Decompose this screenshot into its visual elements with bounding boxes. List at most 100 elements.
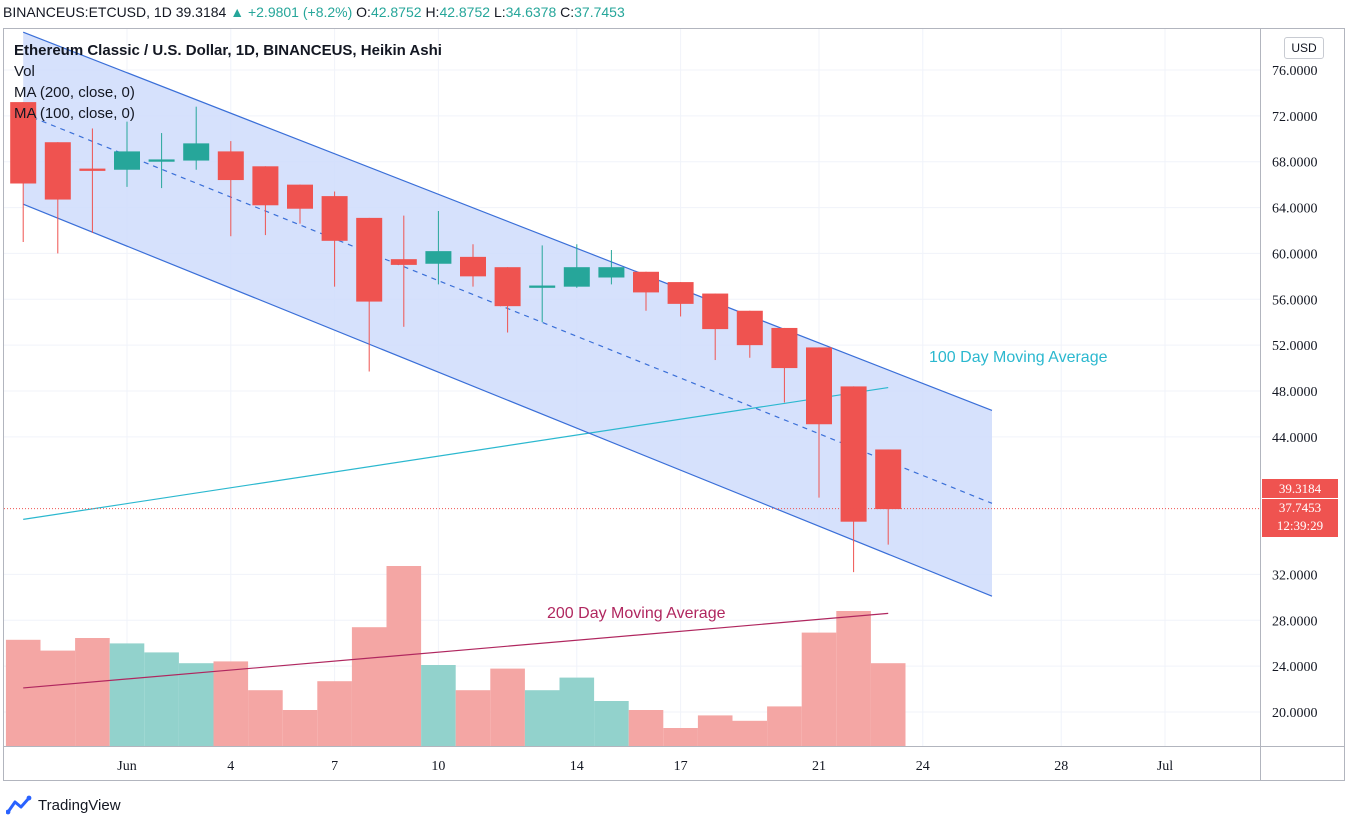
candle [287,184,313,224]
volume-bar [870,663,906,746]
volume-bar [697,715,733,746]
price-tick-label: 20.0000 [1272,706,1318,721]
interval-label[interactable]: 1D [153,4,172,20]
candle [460,244,486,287]
candle [390,215,417,327]
close-label: C: [560,4,575,20]
price-axis-labels: 76.0000 72.0000 68.0000 64.0000 60.0000 56.00… [1272,64,1318,721]
candle [840,386,867,573]
tradingview-logo-icon [6,795,32,815]
candle [806,347,832,498]
time-axis-labels: Jun 4 7 10 14 17 21 24 28 Jul [117,759,1173,774]
price-tick-label: 64.0000 [1272,202,1318,217]
candle [875,449,902,545]
volume-bar [594,701,629,746]
time-tick-label: 7 [331,759,338,774]
price-change: +2.9801 (+8.2%) [247,4,353,20]
candle [425,211,452,285]
candle [771,327,798,403]
candle [633,271,659,311]
close-price-tag: 37.7453 12:39:29 [1262,499,1338,537]
bar-countdown: 12:39:29 [1276,518,1324,533]
time-tick-label: 10 [431,759,445,774]
volume-bar [559,677,595,746]
volume-bar [767,706,802,746]
time-tick-label: 17 [674,759,688,774]
candle [217,141,244,237]
candle-body [771,327,798,369]
volume-bar [248,690,283,746]
close-price-value: 37.7453 [1278,500,1322,515]
candle [702,293,729,361]
price-tick-label: 32.0000 [1272,568,1318,583]
low-value: 34.6378 [505,4,557,20]
candle-body [321,196,348,241]
time-tick-label: 28 [1054,759,1068,774]
volume-bar [5,639,41,746]
legend-ma100[interactable]: MA (100, close, 0) [14,105,135,122]
candle [529,245,556,323]
tradingview-brand[interactable]: TradingView [6,793,121,817]
volume-bar [663,728,698,746]
candle [148,133,175,189]
candle [114,121,140,187]
volume-bar [178,663,214,746]
time-tick-label: Jun [117,759,136,774]
candle [667,282,694,317]
candle-body [356,217,383,302]
candle-body [390,259,417,265]
open-value: 42.8752 [370,4,422,20]
ma200-annotation: 200 Day Moving Average [547,605,726,622]
candle [79,128,106,233]
price-tick-label: 28.0000 [1272,614,1318,629]
volume-bar [421,665,456,746]
candle-body [840,386,867,522]
candle-body [494,267,521,307]
legend-title[interactable]: Ethereum Classic / U.S. Dollar, 1D, BINA… [14,42,442,59]
channel-lower-line [22,203,993,597]
volume-bar [282,710,318,746]
candle [321,191,348,287]
price-tick-label: 76.0000 [1272,64,1318,79]
volume-bars [5,566,906,746]
price-tick-label: 68.0000 [1272,156,1318,171]
candle-body [633,271,659,293]
candle [44,142,71,254]
price-tick-label: 60.0000 [1272,247,1318,262]
pane-border [3,28,1345,781]
time-tick-label: Jul [1157,759,1173,774]
volume-bar [213,661,249,746]
candle [494,267,521,333]
time-tick-label: 14 [570,759,584,774]
time-tick-label: 4 [227,759,234,774]
legend-volume[interactable]: Vol [14,63,35,80]
ma100-annotation: 100 Day Moving Average [929,349,1108,366]
candle-body [563,267,590,287]
candle-body [79,168,106,171]
candle-body [736,310,763,346]
volume-bar [628,710,664,746]
candle-body [114,151,140,170]
time-tick-label: 21 [812,759,826,774]
candle [598,249,625,285]
price-tick-label: 48.0000 [1272,385,1318,400]
candlesticks [10,102,902,573]
high-label: H: [425,4,440,20]
candle-body [252,166,279,206]
legend-ma200[interactable]: MA (200, close, 0) [14,84,135,101]
volume-bar [351,627,387,746]
price-tick-label: 24.0000 [1272,660,1318,675]
symbol-name[interactable]: BINANCEUS:ETCUSD [3,4,147,20]
price-tick-label: 56.0000 [1272,293,1318,308]
last-price-tag: 39.3184 [1262,479,1338,498]
volume-bar [801,632,837,746]
candle-body [598,267,625,278]
open-label: O: [356,4,371,20]
candle-body [425,251,452,264]
volume-bar [836,611,871,746]
volume-bar [455,690,491,746]
candle [736,310,763,358]
volume-bar [490,668,525,746]
currency-button[interactable]: USD [1284,37,1324,59]
